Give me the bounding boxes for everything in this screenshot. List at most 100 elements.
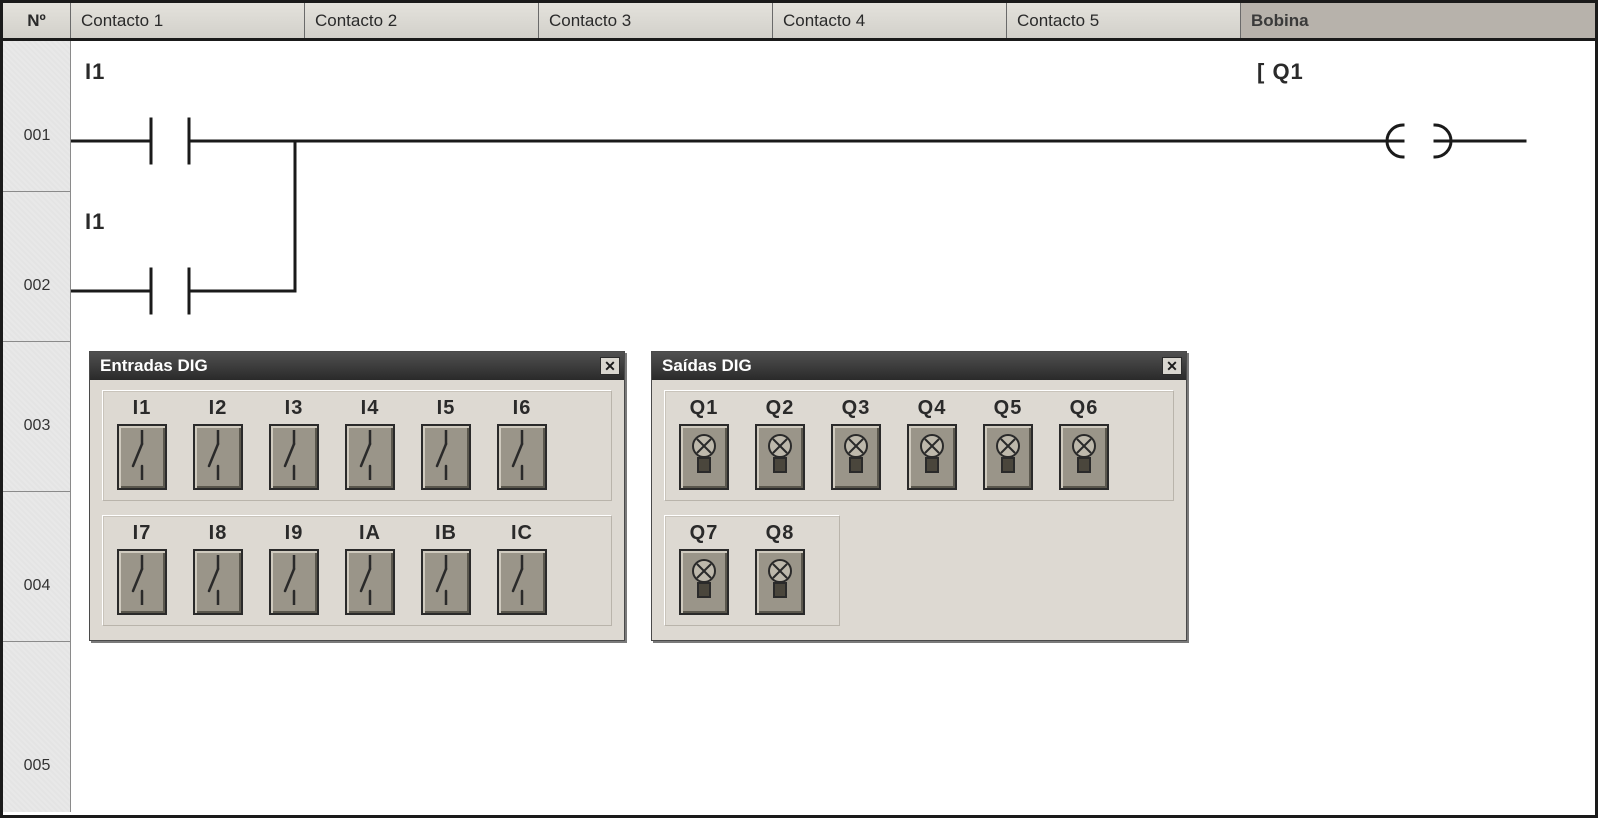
inputs-row-2: I7 I8 I9 IAIB IC	[102, 515, 612, 626]
digital-output-toggle-button[interactable]	[907, 424, 957, 490]
digital-input-item: I7	[111, 522, 173, 615]
outputs-row-2: Q7 Q8	[664, 515, 840, 626]
digital-output-toggle-button[interactable]	[831, 424, 881, 490]
digital-output-item: Q8	[749, 522, 811, 615]
digital-output-toggle-button[interactable]	[755, 424, 805, 490]
header-col-contact-4[interactable]: Contacto 4	[773, 3, 1007, 38]
digital-output-toggle-button[interactable]	[1059, 424, 1109, 490]
digital-input-toggle-button[interactable]	[117, 549, 167, 615]
header-col-contact-2[interactable]: Contacto 2	[305, 3, 539, 38]
digital-input-label: I1	[133, 397, 152, 420]
digital-input-toggle-button[interactable]	[269, 549, 319, 615]
digital-input-label: I2	[209, 397, 228, 420]
lamp-icon	[1068, 430, 1100, 485]
digital-output-item: Q5	[977, 397, 1039, 490]
lamp-icon	[916, 430, 948, 485]
digital-input-item: IA	[339, 522, 401, 615]
digital-output-label: Q5	[994, 397, 1023, 420]
digital-input-item: I3	[263, 397, 325, 490]
outputs-panel[interactable]: Saídas DIG ✕ Q1 Q2 Q3 Q4 Q5 Q6 Q7 Q8	[651, 351, 1187, 641]
close-icon: ✕	[604, 358, 616, 375]
digital-input-label: I3	[285, 397, 304, 420]
lamp-icon	[688, 555, 720, 610]
digital-output-label: Q7	[690, 522, 719, 545]
digital-output-toggle-button[interactable]	[755, 549, 805, 615]
outputs-row-1: Q1 Q2 Q3 Q4 Q5 Q6	[664, 390, 1174, 501]
digital-output-label: Q8	[766, 522, 795, 545]
digital-input-toggle-button[interactable]	[497, 549, 547, 615]
digital-input-label: I8	[209, 522, 228, 545]
digital-input-toggle-button[interactable]	[421, 424, 471, 490]
inputs-panel-close-button[interactable]: ✕	[600, 357, 620, 375]
digital-input-toggle-button[interactable]	[117, 424, 167, 490]
header-col-coil[interactable]: Bobina	[1241, 3, 1595, 38]
digital-output-item: Q1	[673, 397, 735, 490]
digital-output-toggle-button[interactable]	[983, 424, 1033, 490]
lamp-icon	[992, 430, 1024, 485]
rung-number-column: 001 002 003 004 005	[3, 41, 71, 812]
header-col-contact-1[interactable]: Contacto 1	[71, 3, 305, 38]
close-icon: ✕	[1166, 358, 1178, 375]
digital-input-toggle-button[interactable]	[193, 424, 243, 490]
digital-input-label: I5	[437, 397, 456, 420]
digital-input-label: I9	[285, 522, 304, 545]
digital-output-label: Q1	[690, 397, 719, 420]
digital-input-item: I9	[263, 522, 325, 615]
rung-number: 002	[3, 277, 71, 295]
inputs-panel[interactable]: Entradas DIG ✕ I1 I2 I3 I4 I5 I6 I7 I8 I9 IAIB IC	[89, 351, 625, 641]
outputs-panel-body: Q1 Q2 Q3 Q4 Q5 Q6 Q7 Q8	[652, 380, 1186, 640]
digital-input-toggle-button[interactable]	[345, 424, 395, 490]
digital-input-item: IC	[491, 522, 553, 615]
outputs-panel-close-button[interactable]: ✕	[1162, 357, 1182, 375]
app-frame: Nº Contacto 1 Contacto 2 Contacto 3 Cont…	[0, 0, 1598, 818]
digital-output-label: Q3	[842, 397, 871, 420]
rung-number: 001	[3, 127, 71, 145]
digital-output-label: Q6	[1070, 397, 1099, 420]
switch-icon	[355, 430, 385, 485]
digital-output-item: Q4	[901, 397, 963, 490]
digital-input-item: I1	[111, 397, 173, 490]
switch-icon	[431, 430, 461, 485]
digital-input-toggle-button[interactable]	[497, 424, 547, 490]
digital-input-toggle-button[interactable]	[345, 549, 395, 615]
switch-icon	[127, 555, 157, 610]
switch-icon	[355, 555, 385, 610]
lamp-icon	[840, 430, 872, 485]
digital-output-label: Q2	[766, 397, 795, 420]
switch-icon	[431, 555, 461, 610]
digital-output-item: Q3	[825, 397, 887, 490]
digital-output-item: Q2	[749, 397, 811, 490]
digital-input-toggle-button[interactable]	[421, 549, 471, 615]
switch-icon	[279, 555, 309, 610]
digital-input-label: I4	[361, 397, 380, 420]
digital-input-item: I6	[491, 397, 553, 490]
header-col-contact-5[interactable]: Contacto 5	[1007, 3, 1241, 38]
digital-input-item: IB	[415, 522, 477, 615]
digital-output-toggle-button[interactable]	[679, 424, 729, 490]
header-col-contact-3[interactable]: Contacto 3	[539, 3, 773, 38]
digital-input-item: I8	[187, 522, 249, 615]
digital-input-toggle-button[interactable]	[269, 424, 319, 490]
outputs-panel-titlebar[interactable]: Saídas DIG ✕	[652, 352, 1186, 380]
switch-icon	[127, 430, 157, 485]
switch-icon	[507, 430, 537, 485]
header-col-num: Nº	[3, 3, 71, 38]
inputs-row-1: I1 I2 I3 I4 I5 I6	[102, 390, 612, 501]
rung-divider	[3, 491, 71, 492]
digital-input-label: I7	[133, 522, 152, 545]
column-header-row: Nº Contacto 1 Contacto 2 Contacto 3 Cont…	[3, 3, 1595, 41]
inputs-panel-body: I1 I2 I3 I4 I5 I6 I7 I8 I9 IAIB IC	[90, 380, 624, 640]
rung-divider	[3, 191, 71, 192]
digital-input-item: I2	[187, 397, 249, 490]
inputs-panel-titlebar[interactable]: Entradas DIG ✕	[90, 352, 624, 380]
outputs-panel-title: Saídas DIG	[662, 356, 752, 376]
rung-number: 005	[3, 757, 71, 775]
digital-output-label: Q4	[918, 397, 947, 420]
inputs-panel-title: Entradas DIG	[100, 356, 208, 376]
rung-divider	[3, 641, 71, 642]
body-area: 001 002 003 004 005 I1 I1 [ Q1	[3, 41, 1595, 812]
digital-input-toggle-button[interactable]	[193, 549, 243, 615]
digital-output-item: Q7	[673, 522, 735, 615]
digital-input-label: IC	[511, 522, 533, 545]
digital-output-toggle-button[interactable]	[679, 549, 729, 615]
